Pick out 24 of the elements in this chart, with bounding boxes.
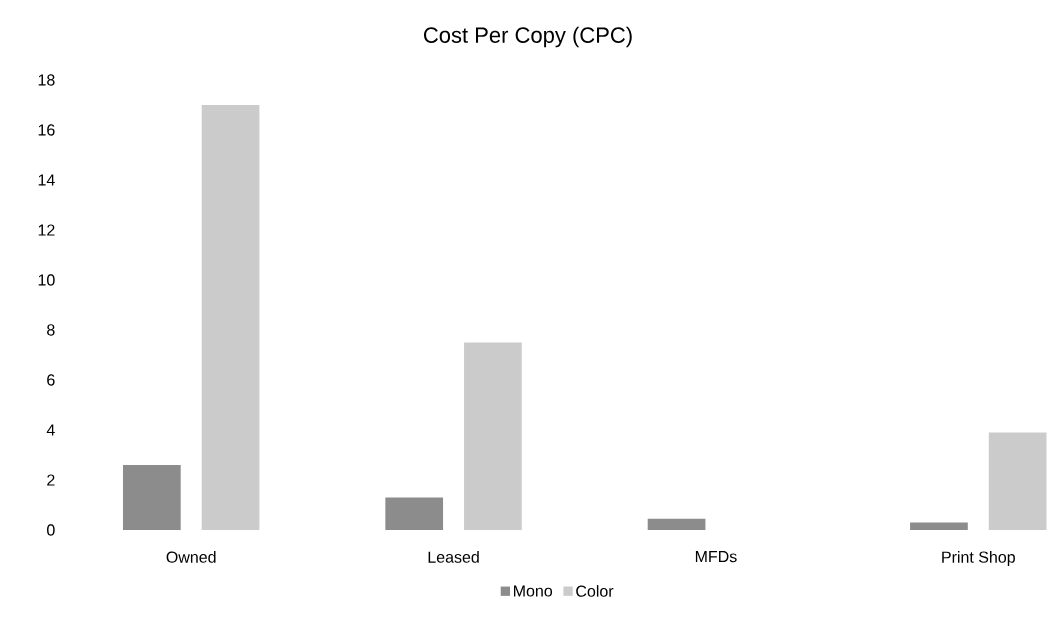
x-tick-label: Owned bbox=[166, 551, 216, 563]
legend-label: Mono bbox=[514, 585, 553, 597]
y-tick-label: 0 bbox=[47, 524, 55, 536]
legend-label: Color bbox=[576, 585, 614, 597]
x-tick-label: MFDs bbox=[695, 551, 737, 563]
y-tick-label: 18 bbox=[38, 74, 55, 86]
x-tick-label: Leased bbox=[428, 551, 479, 563]
y-tick-label: 6 bbox=[47, 374, 55, 386]
chart-title: Cost Per Copy (CPC) bbox=[423, 26, 632, 48]
y-tick-label: 16 bbox=[38, 124, 55, 136]
bar bbox=[910, 522, 968, 530]
y-tick-label: 4 bbox=[46, 424, 55, 436]
y-tick-label: 8 bbox=[47, 324, 55, 336]
bar bbox=[464, 342, 522, 530]
y-tick-label: 12 bbox=[38, 224, 55, 236]
y-tick-label: 14 bbox=[38, 174, 55, 186]
bar bbox=[647, 518, 706, 530]
bar bbox=[385, 497, 444, 530]
x-tick-label: Print Shop bbox=[942, 551, 1015, 566]
y-tick-label: 2 bbox=[47, 474, 55, 486]
bar bbox=[122, 464, 181, 530]
bar bbox=[201, 104, 260, 530]
y-tick-label: 10 bbox=[38, 274, 55, 286]
bar bbox=[988, 432, 1047, 530]
